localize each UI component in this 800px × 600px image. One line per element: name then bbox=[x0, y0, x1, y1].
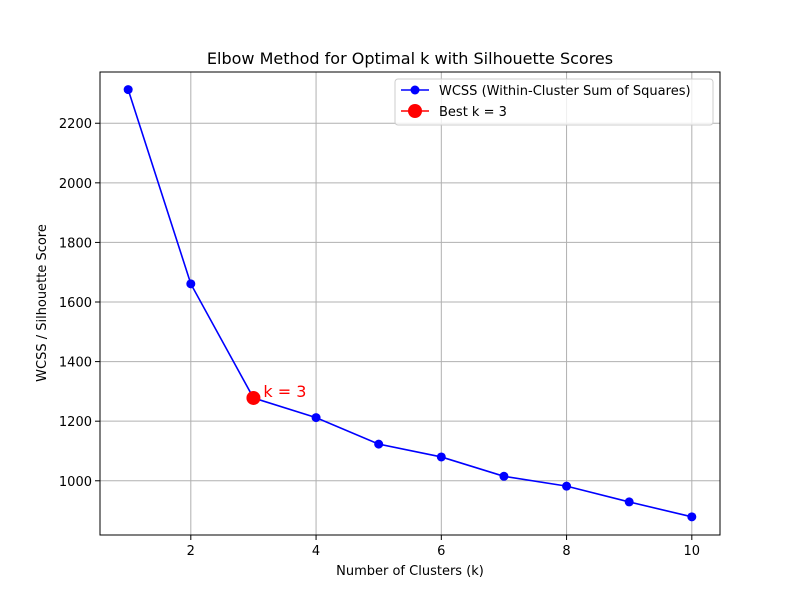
y-tick-label: 1600 bbox=[59, 296, 92, 311]
x-tick-label: 8 bbox=[562, 544, 570, 559]
wcss-point bbox=[499, 471, 509, 481]
wcss-point bbox=[374, 439, 384, 449]
wcss-point bbox=[624, 497, 634, 507]
plot-area-frame bbox=[99, 71, 721, 536]
wcss-point bbox=[186, 279, 196, 289]
best-k-annotation: k = 3 bbox=[263, 382, 306, 401]
y-tick-label: 1200 bbox=[59, 415, 92, 430]
wcss-point bbox=[562, 481, 572, 491]
legend-best-k-marker bbox=[408, 104, 422, 118]
legend: WCSS (Within-Cluster Sum of Squares) Bes… bbox=[394, 78, 714, 126]
chart-title: Elbow Method for Optimal k with Silhouet… bbox=[207, 49, 613, 68]
y-axis-label: WCSS / Silhouette Score bbox=[35, 224, 50, 382]
legend-wcss-marker bbox=[410, 85, 420, 95]
wcss-point bbox=[687, 512, 697, 522]
legend-wcss-label: WCSS (Within-Cluster Sum of Squares) bbox=[439, 84, 691, 99]
grid bbox=[100, 72, 720, 535]
x-tick-label: 6 bbox=[437, 544, 445, 559]
best-k-marker bbox=[246, 390, 261, 405]
series-layer bbox=[123, 85, 697, 522]
legend-box bbox=[394, 78, 714, 126]
wcss-point bbox=[436, 452, 446, 462]
axis-ticks: 2 4 6 8 10 1000 1200 1400 1600 1800 2000 2200 bbox=[59, 117, 700, 559]
x-axis-label: Number of Clusters (k) bbox=[336, 564, 484, 579]
x-tick-label: 10 bbox=[684, 544, 701, 559]
x-tick-label: 4 bbox=[312, 544, 320, 559]
wcss-point bbox=[123, 85, 133, 95]
y-tick-label: 1000 bbox=[59, 475, 92, 490]
y-tick-label: 2000 bbox=[59, 177, 92, 192]
legend-best-k-label: Best k = 3 bbox=[439, 105, 507, 120]
y-tick-label: 1800 bbox=[59, 236, 92, 251]
wcss-point bbox=[311, 413, 321, 423]
y-tick-label: 1400 bbox=[59, 356, 92, 371]
x-tick-label: 2 bbox=[187, 544, 195, 559]
wcss-line bbox=[127, 89, 693, 518]
y-tick-label: 2200 bbox=[59, 117, 92, 132]
